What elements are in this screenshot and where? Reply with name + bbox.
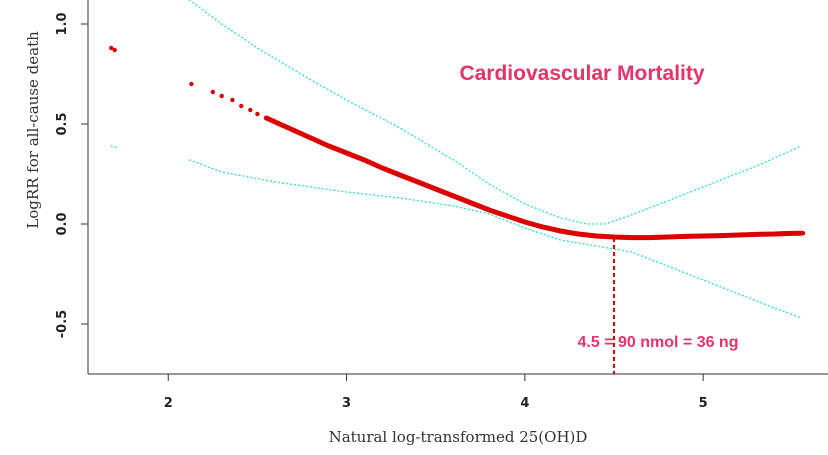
estimate-point xyxy=(210,89,215,95)
estimate-point xyxy=(800,231,806,236)
estimate-point xyxy=(230,97,235,103)
y-tick-label: 0.0 xyxy=(55,212,70,235)
y-tick-label: 0.5 xyxy=(55,112,70,135)
estimate-point xyxy=(793,231,799,236)
x-axis-label: Natural log-transformed 25(OH)D xyxy=(329,428,588,446)
x-tick-label: 4 xyxy=(520,396,529,411)
estimate-point xyxy=(784,231,790,236)
y-tick-label: 1.0 xyxy=(55,12,70,35)
chart-title: Cardiovascular Mortality xyxy=(459,62,704,85)
y-tick-layer: -0.5 0.0 0.5 1.0 xyxy=(55,12,88,338)
estimate-point xyxy=(775,231,781,236)
y-axis-label: LogRR for all-cause death xyxy=(24,31,42,229)
confidence-band-layer xyxy=(110,0,802,319)
estimate-point xyxy=(248,107,253,113)
x-tick-label: 2 xyxy=(164,396,173,411)
estimate-point xyxy=(239,103,244,109)
x-tick-label: 3 xyxy=(342,396,351,411)
estimate-point xyxy=(189,81,194,87)
estimate-point xyxy=(112,47,117,53)
cutoff-annotation: 4.5 = 90 nmol = 36 ng xyxy=(578,334,739,351)
x-tick-label: 5 xyxy=(699,396,708,411)
estimate-layer xyxy=(109,45,806,241)
x-tick-layer: 2 3 4 5 xyxy=(164,374,708,411)
estimate-point xyxy=(255,111,260,117)
estimate-point xyxy=(109,45,114,51)
y-tick-label: -0.5 xyxy=(55,310,70,338)
ci-line-3 xyxy=(110,145,119,149)
ci-line-1 xyxy=(188,0,802,225)
ci-line-2 xyxy=(188,159,802,319)
estimate-point xyxy=(219,93,224,99)
estimate-curve xyxy=(263,115,804,241)
